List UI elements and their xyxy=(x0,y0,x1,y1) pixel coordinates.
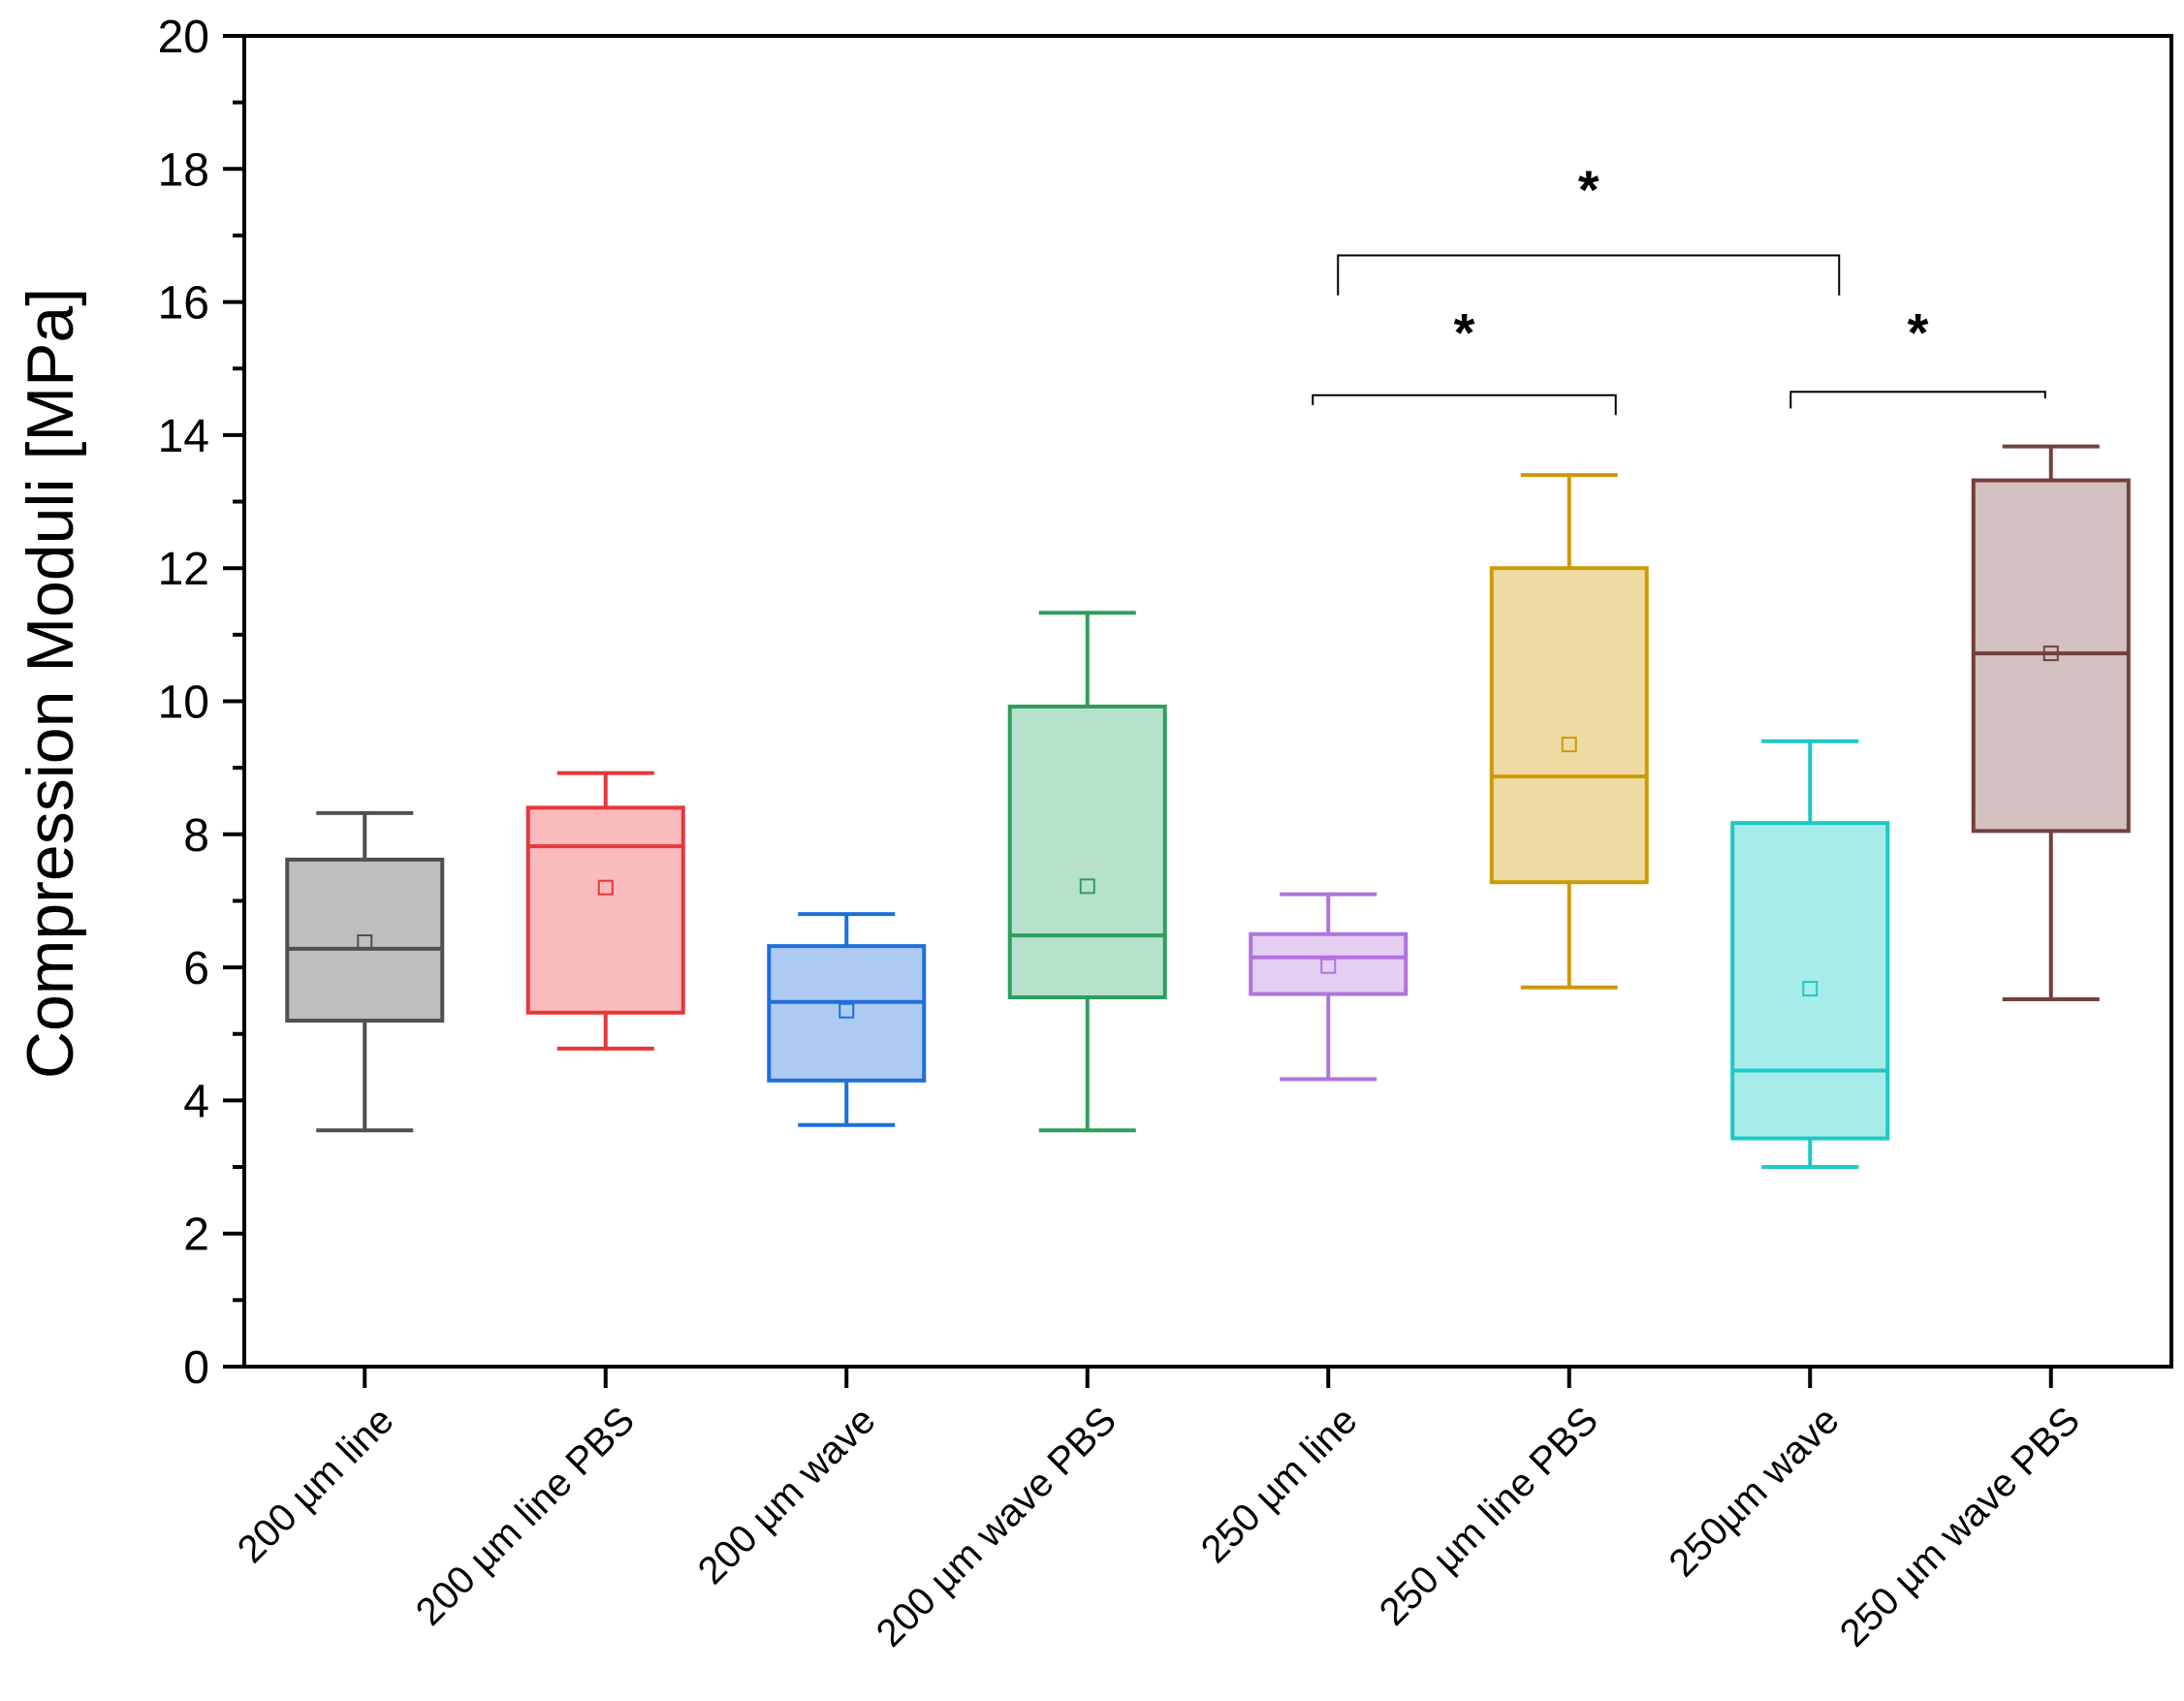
x-tick-label: 250 µm wave PBS xyxy=(1832,1399,2088,1654)
y-axis-ticks: 0 2 4 6 8 10 12 14 16 18 20 xyxy=(158,12,244,1394)
x-tick-label: 200 µm wave xyxy=(690,1399,884,1592)
mean-marker xyxy=(597,879,614,896)
x-tick-label: 200 µm line xyxy=(230,1399,402,1571)
mean-marker xyxy=(2042,646,2059,662)
y-tick-label: 16 xyxy=(158,278,209,330)
x-tick-label: 250µm wave xyxy=(1662,1399,1848,1585)
y-tick-label: 4 xyxy=(183,1076,209,1127)
box-iqr xyxy=(1249,931,1409,996)
mean-marker xyxy=(839,1002,855,1019)
box-group xyxy=(1489,473,1649,990)
y-tick-label: 8 xyxy=(183,810,209,862)
box-iqr xyxy=(525,805,685,1015)
box-group xyxy=(525,771,685,1051)
y-tick-label: 6 xyxy=(183,943,209,994)
significance-star: * xyxy=(1908,301,1929,362)
mean-marker xyxy=(1320,958,1337,974)
box-group xyxy=(1249,892,1409,1082)
box-iqr xyxy=(285,857,445,1024)
y-tick-label: 18 xyxy=(158,144,209,196)
box-series xyxy=(285,444,2131,1170)
box-group xyxy=(767,912,927,1127)
significance-star: * xyxy=(1578,159,1599,220)
box-iqr xyxy=(1489,566,1649,885)
mean-marker xyxy=(357,934,373,951)
bracket-line xyxy=(1312,394,1617,416)
mean-marker xyxy=(1802,981,1819,997)
significance-bracket: * xyxy=(1789,301,2046,409)
box-iqr xyxy=(1730,821,1890,1141)
box-group xyxy=(1730,739,1890,1170)
box-group xyxy=(1007,611,1167,1133)
significance-bracket: * xyxy=(1312,301,1617,416)
box-group xyxy=(1971,444,2131,1002)
y-tick-label: 20 xyxy=(158,12,209,63)
x-tick-label: 200 µm wave PBS xyxy=(869,1399,1124,1654)
plot-frame xyxy=(242,34,2173,1369)
box-iqr xyxy=(1971,478,2131,834)
y-tick-label: 0 xyxy=(183,1342,209,1394)
significance-bracket: * xyxy=(1337,159,1841,296)
box-group xyxy=(285,810,445,1133)
y-axis-title: Compression Moduli [MPa] xyxy=(14,288,87,1079)
significance-star: * xyxy=(1454,301,1475,362)
y-tick-label: 12 xyxy=(158,544,209,595)
mean-marker xyxy=(1079,878,1095,895)
mean-marker xyxy=(1561,737,1577,753)
significance-brackets: * * * xyxy=(1312,159,2046,416)
x-tick-label: 250 µm line xyxy=(1193,1399,1366,1571)
x-tick-label: 200 µm line PBS xyxy=(408,1399,643,1633)
y-tick-label: 2 xyxy=(183,1210,209,1261)
x-axis-ticks: 200 µm line 200 µm line PBS 200 µm wave200… xyxy=(230,1367,2088,1655)
x-tick-label: 250 µm line PBS xyxy=(1372,1399,1606,1633)
bracket-line xyxy=(1337,254,1841,296)
bracket-line xyxy=(1789,391,2046,409)
box-iqr xyxy=(1007,704,1167,999)
box-iqr xyxy=(767,944,927,1083)
y-tick-label: 14 xyxy=(158,411,209,462)
y-tick-label: 10 xyxy=(158,677,209,729)
